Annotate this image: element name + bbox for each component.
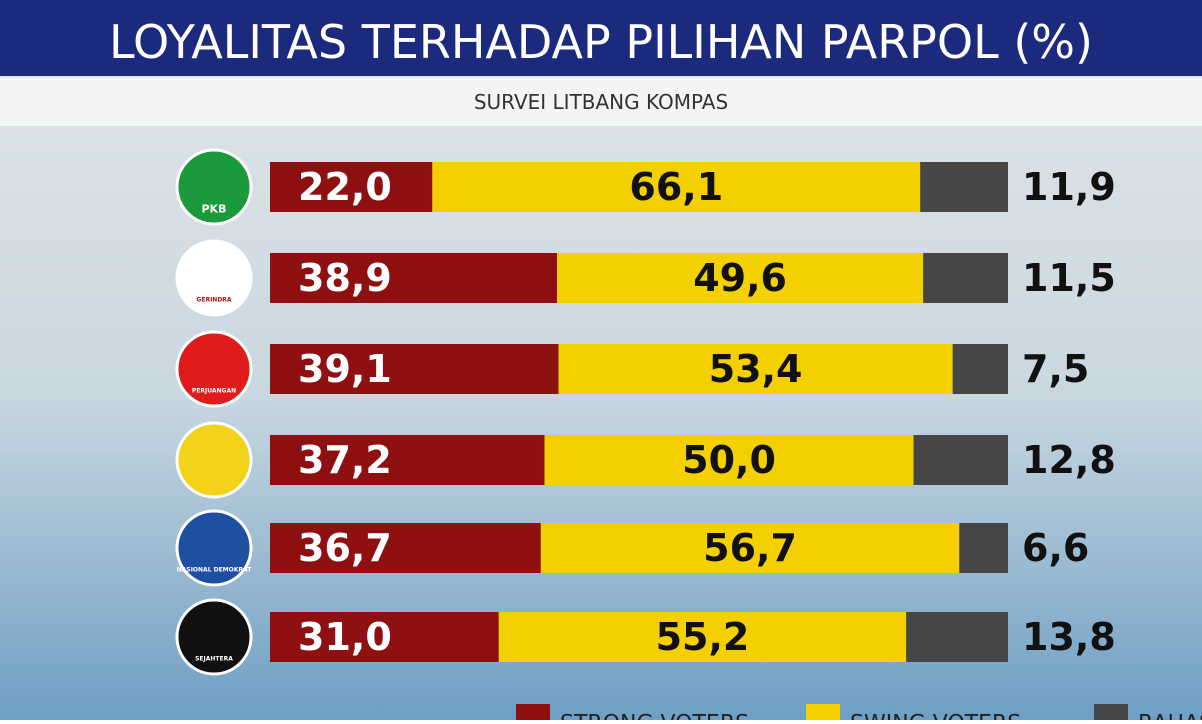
bar-segment	[270, 344, 559, 394]
value-label: 56,7	[703, 526, 797, 570]
value-label: 7,5	[1022, 347, 1089, 391]
bar-segment	[540, 523, 960, 573]
legend-label: SWING VOTERS	[850, 712, 1021, 721]
party-logo	[175, 330, 253, 408]
legend-label: RAHASIA	[1138, 712, 1202, 721]
chart-subtitle: SURVEI LITBANG KOMPAS	[474, 90, 728, 114]
value-label: 13,8	[1022, 615, 1116, 659]
bar-segment	[270, 523, 541, 573]
party-logo	[175, 598, 253, 676]
bar-segment	[432, 162, 921, 212]
bar-segment	[923, 253, 1008, 303]
value-label: 11,9	[1022, 165, 1116, 209]
value-label: 38,9	[298, 256, 392, 300]
value-label: 39,1	[298, 347, 392, 391]
party-logo	[175, 239, 253, 317]
subtitle-bar	[0, 78, 1202, 126]
bar-segment	[920, 162, 1008, 212]
value-label: 55,2	[656, 615, 750, 659]
value-label: 53,4	[709, 347, 803, 391]
value-label: 31,0	[298, 615, 392, 659]
category-label: GERINDRA	[196, 297, 231, 304]
bar-segment	[557, 253, 924, 303]
bar-segment	[498, 612, 907, 662]
bar-segment	[913, 435, 1008, 485]
value-label: 37,2	[298, 438, 392, 482]
party-logo	[175, 148, 253, 226]
category-label: NASIONAL DEMOKRAT	[177, 567, 252, 574]
bar-segment	[952, 344, 1008, 394]
bar-segment	[270, 612, 499, 662]
value-label: 36,7	[298, 526, 392, 570]
legend-swatch	[806, 704, 840, 724]
title-bar	[0, 0, 1202, 76]
party-logo	[175, 509, 253, 587]
category-label: PERJUANGAN	[192, 388, 236, 395]
category-label: PKB	[202, 203, 227, 216]
bar-segment	[270, 253, 558, 303]
bar-segment	[270, 435, 545, 485]
bar-segment	[270, 162, 433, 212]
legend-swatch	[1094, 704, 1128, 724]
value-label: 22,0	[298, 165, 392, 209]
chart-title: LOYALITAS TERHADAP PILIHAN PARPOL (%)	[109, 15, 1093, 69]
bar-segment	[906, 612, 1008, 662]
bar-segment	[959, 523, 1008, 573]
value-label: 49,6	[693, 256, 787, 300]
value-label: 6,6	[1022, 526, 1089, 570]
party-logo	[175, 421, 253, 499]
value-label: 50,0	[682, 438, 776, 482]
bar-segment	[558, 344, 953, 394]
category-label: SEJAHTERA	[195, 656, 233, 663]
value-label: 12,8	[1022, 438, 1116, 482]
bar-segment	[544, 435, 914, 485]
value-label: 11,5	[1022, 256, 1116, 300]
value-label: 66,1	[629, 165, 723, 209]
legend-label: STRONG VOTERS	[560, 712, 749, 721]
legend-swatch	[516, 704, 550, 724]
